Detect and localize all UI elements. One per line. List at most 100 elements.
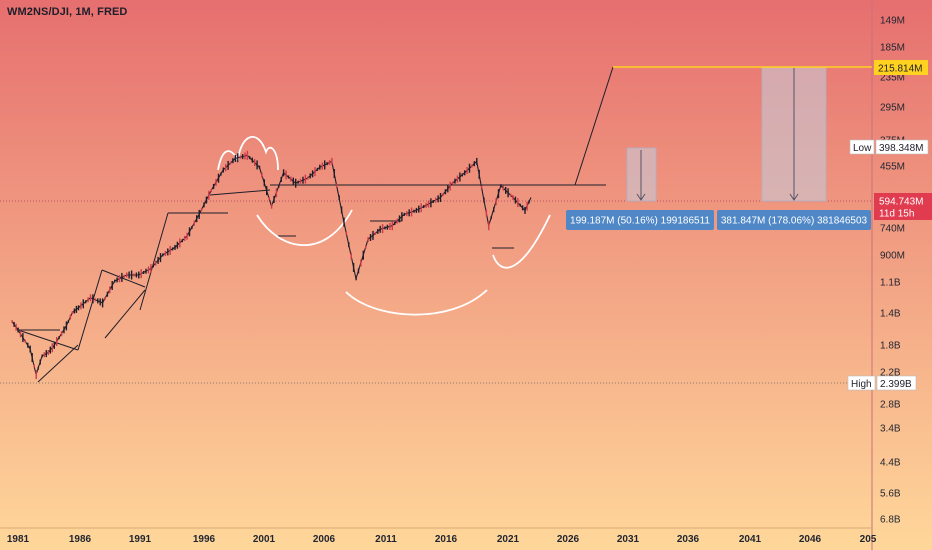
candle <box>11 320 13 324</box>
candle <box>476 157 478 165</box>
candle <box>324 160 326 170</box>
candle-series <box>11 150 530 380</box>
measure-box-2[interactable] <box>761 66 827 202</box>
candle <box>384 226 386 230</box>
price-tick-label: 740M <box>880 224 905 235</box>
candle <box>381 224 384 234</box>
candle <box>176 241 179 249</box>
trendline[interactable] <box>77 269 103 351</box>
candle <box>488 221 490 231</box>
cup-arc-right[interactable] <box>492 214 551 269</box>
price-tick-label: 4.4B <box>880 458 901 469</box>
candle <box>191 226 193 229</box>
candle <box>497 189 500 199</box>
trendline[interactable] <box>139 212 169 311</box>
candle <box>239 155 241 159</box>
price-axis[interactable]: 149M185M235M295M375M455M740M900M1.1B1.4B… <box>880 16 905 526</box>
candle <box>99 298 101 306</box>
candle <box>273 196 275 203</box>
cup-arc-center[interactable] <box>345 289 488 316</box>
candle <box>316 167 319 171</box>
candle <box>270 203 273 209</box>
candle <box>104 297 106 300</box>
measure-label-2[interactable]: 381.847M (178.06%) 381846503 <box>717 210 871 230</box>
candle <box>41 354 43 358</box>
candle <box>408 209 410 217</box>
candle <box>473 161 475 167</box>
candle <box>509 193 512 197</box>
candle <box>167 248 169 256</box>
time-tick-label: 2016 <box>435 534 458 545</box>
candle <box>413 209 415 213</box>
candle <box>254 159 256 166</box>
candle <box>58 336 60 340</box>
candle <box>451 181 454 185</box>
trendline[interactable] <box>209 189 271 196</box>
candle <box>169 245 171 255</box>
candle <box>159 253 162 263</box>
candle <box>447 185 449 193</box>
projection-line[interactable] <box>574 66 614 186</box>
trendline[interactable] <box>104 289 146 339</box>
candle <box>150 264 152 274</box>
svg-text:398.348M: 398.348M <box>879 143 923 154</box>
candle <box>15 323 17 331</box>
candle <box>495 198 497 206</box>
price-tick-label: 1.1B <box>880 278 901 289</box>
candle <box>56 337 58 346</box>
symbol-title[interactable]: WM2NS/DJI, 1M, FRED <box>7 6 128 18</box>
candle <box>365 245 367 249</box>
candle <box>196 215 198 223</box>
candle <box>389 223 391 230</box>
pattern-arcs[interactable] <box>217 136 551 316</box>
candle <box>415 207 418 213</box>
head-shoulders-arc[interactable] <box>217 136 279 171</box>
candle <box>77 305 80 311</box>
candle <box>135 272 138 278</box>
measure-box-1[interactable] <box>626 147 657 202</box>
candle <box>311 170 314 178</box>
trendline[interactable] <box>101 269 146 288</box>
candle <box>251 157 253 163</box>
candle <box>164 250 167 256</box>
candle <box>244 152 246 160</box>
candle <box>357 268 360 274</box>
trendline[interactable] <box>37 344 79 383</box>
candle <box>328 160 331 166</box>
trendline[interactable] <box>17 329 79 351</box>
candle <box>435 197 437 203</box>
candle <box>126 272 128 278</box>
candle <box>210 189 212 193</box>
candle <box>468 163 471 173</box>
candle <box>321 162 323 170</box>
candle <box>171 247 174 251</box>
candle <box>229 161 232 165</box>
candle <box>71 311 74 315</box>
candle <box>186 232 188 240</box>
time-tick-label: 2021 <box>497 534 520 545</box>
candle <box>147 266 150 274</box>
time-tick-label: 2041 <box>739 534 762 545</box>
candle <box>471 164 473 168</box>
candle <box>118 275 121 283</box>
candle <box>423 205 425 209</box>
candle <box>355 277 357 281</box>
candle <box>63 326 65 334</box>
measure-label-1[interactable]: 199.187M (50.16%) 199186511 <box>566 210 714 230</box>
candle <box>80 302 82 310</box>
candle <box>410 207 413 217</box>
time-axis[interactable]: 1981 1986 1991 1996 2001 2006 2011 2016 2021 2026… <box>7 534 877 545</box>
candle <box>116 277 118 283</box>
candle <box>427 200 430 208</box>
time-tick-label: 2046 <box>799 534 822 545</box>
candle <box>193 220 195 226</box>
candle <box>505 186 507 194</box>
candle <box>292 177 294 185</box>
target-price-tag: 215.814M <box>874 60 928 75</box>
cup-arc-left[interactable] <box>256 209 353 246</box>
candle <box>394 222 396 225</box>
price-tick-label: 1.8B <box>880 341 901 352</box>
candle <box>287 175 290 179</box>
candle <box>215 178 217 186</box>
